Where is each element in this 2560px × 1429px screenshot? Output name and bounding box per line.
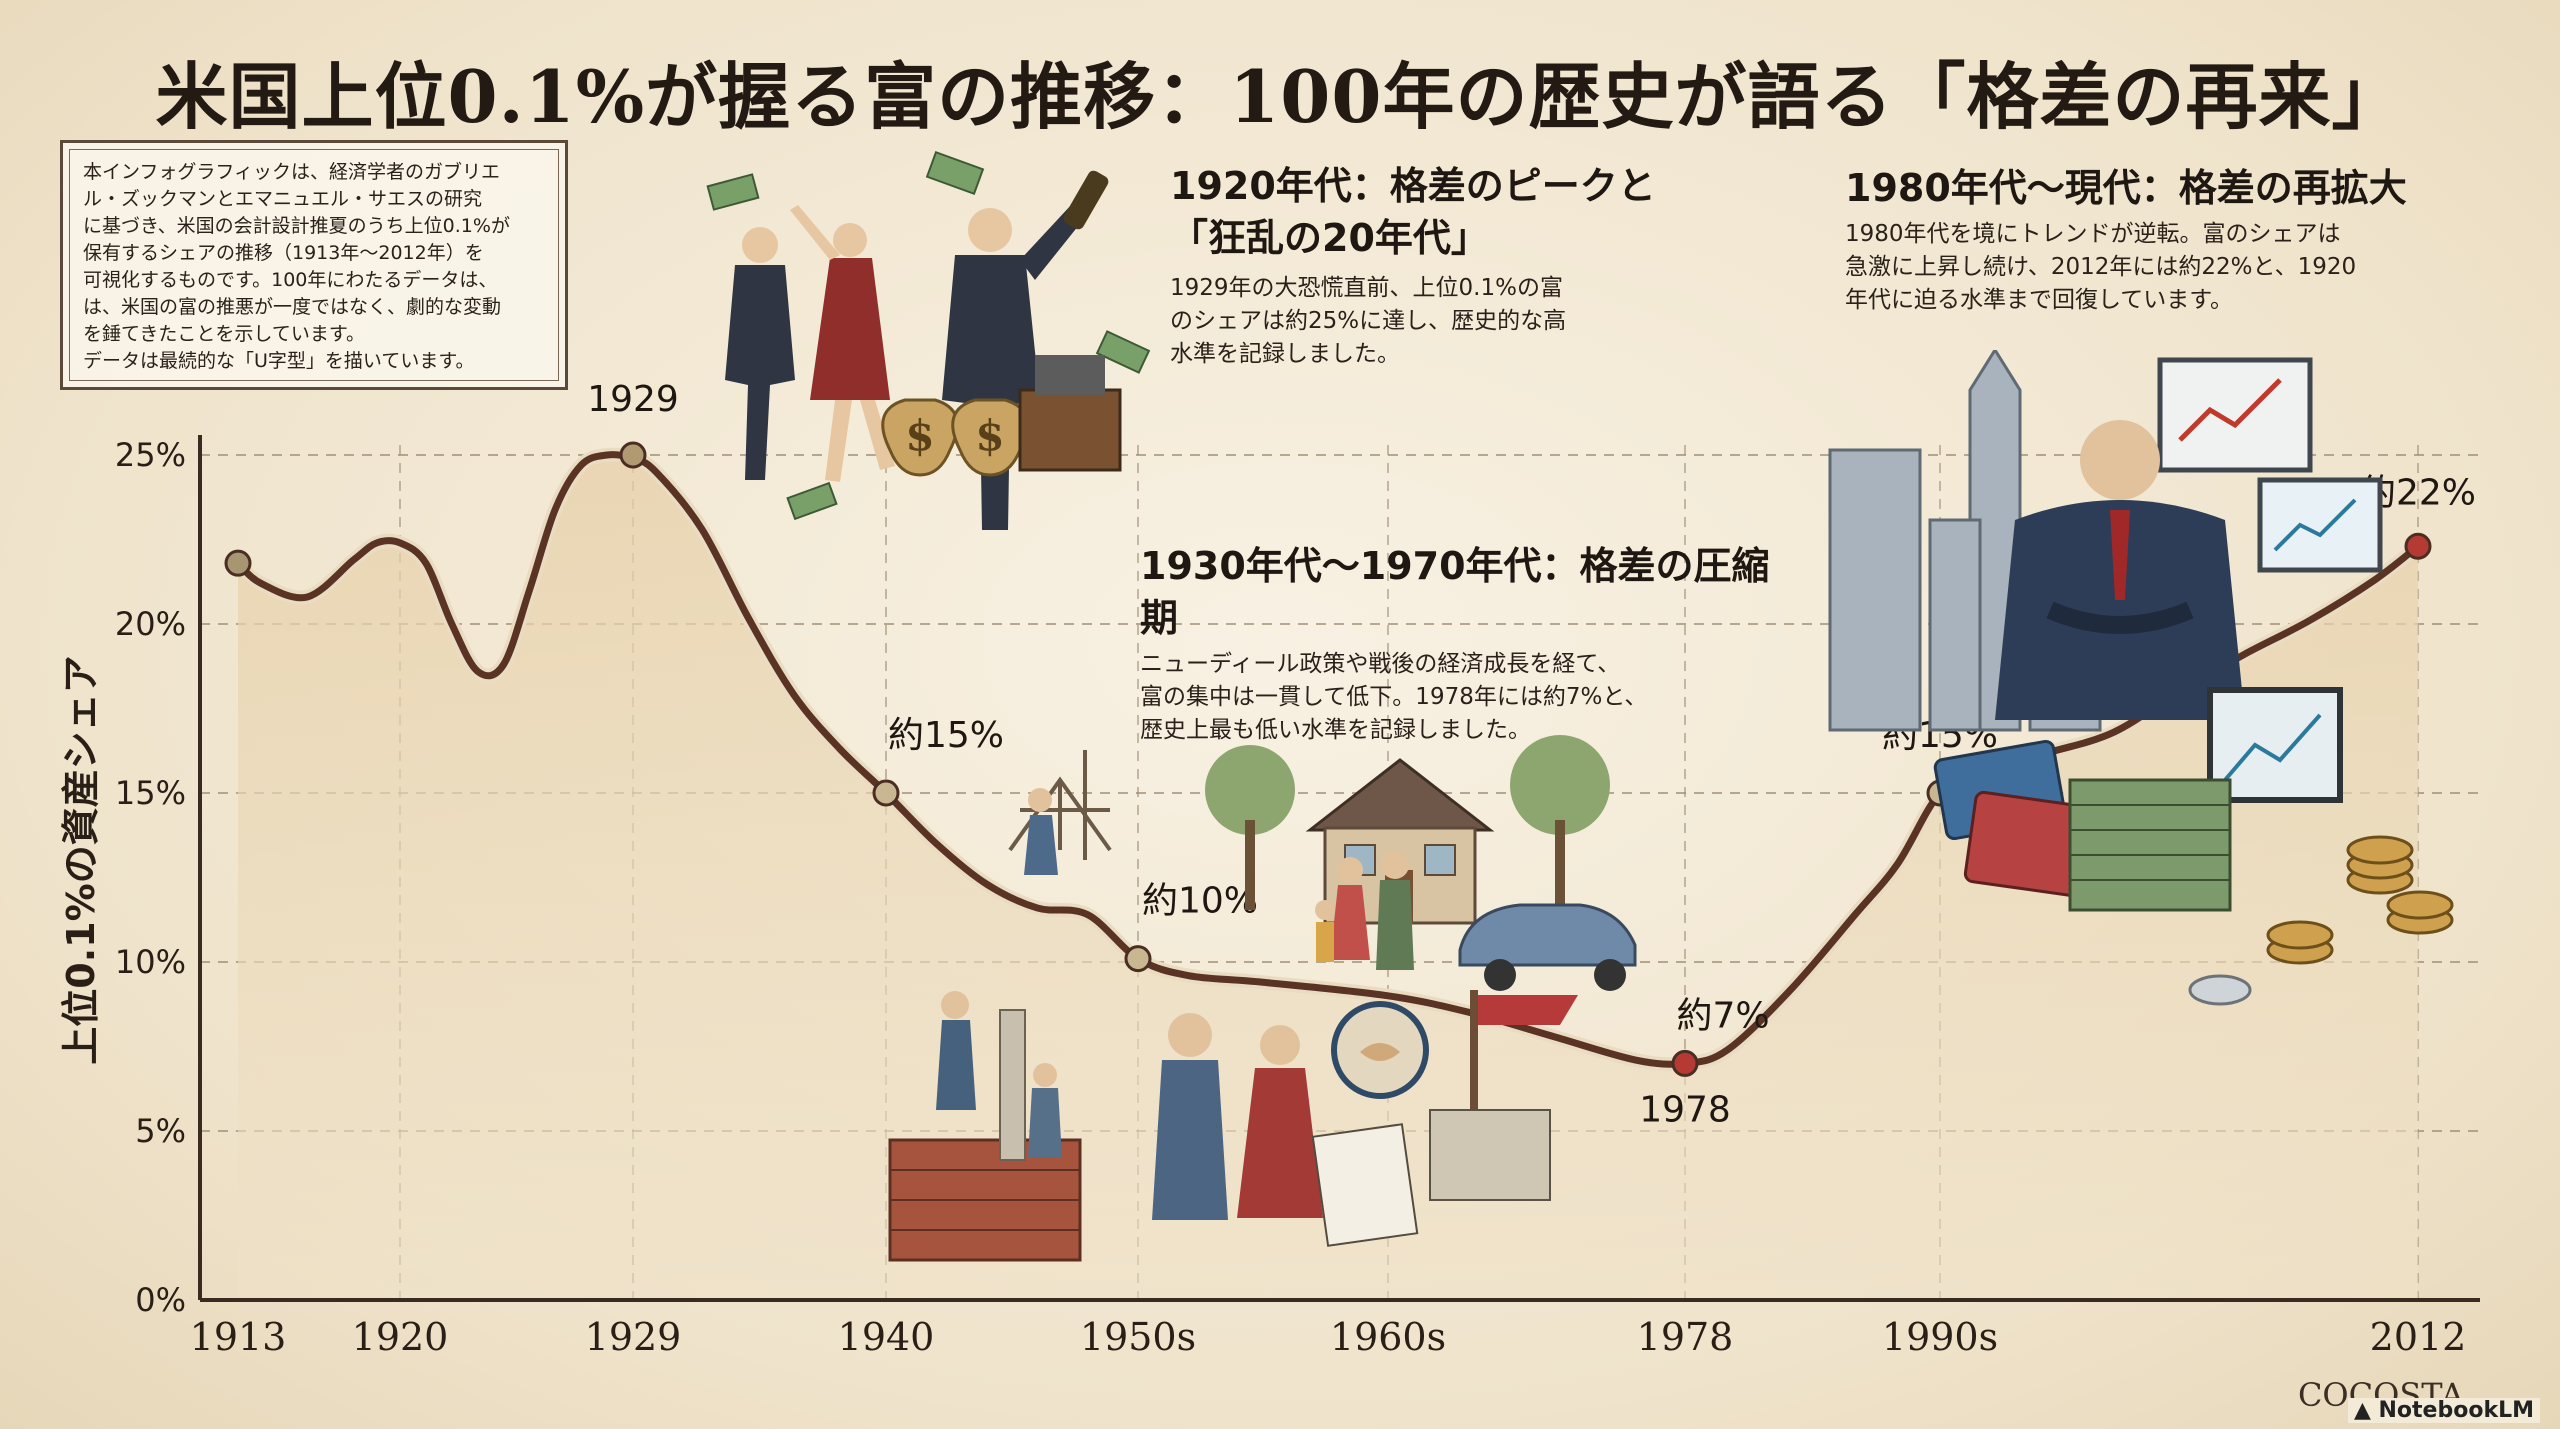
section-body-line: 急激に上昇し続け、2012年には約22%と、1920 (1845, 254, 2357, 280)
section-body-line: 年代に迫る水準まで回復しています。 (1845, 287, 2234, 313)
intro-box: 本インフォグラフィックは、経済学者のガブリエ ル・ズックマンとエマニュエル・サエ… (60, 140, 568, 390)
x-tick-label: 1960s (1330, 1315, 1446, 1359)
section-title-line: 「狂乱の20年代」 (1170, 216, 1489, 260)
intro-line: を錘てきたことを示しています。 (83, 323, 365, 345)
section-peak-title: 1920年代：格差のピークと 「狂乱の20年代」 (1170, 160, 1730, 264)
data-point-label: 約7% (1676, 995, 1769, 1036)
x-tick-label: 1920 (352, 1315, 449, 1359)
y-tick-label: 25% (115, 436, 186, 474)
area-fill (238, 454, 2418, 1300)
section-compression-body: ニューディール政策や戦後の経済成長を経て、 富の集中は一貫して低下。1978年に… (1140, 648, 1780, 747)
section-body-line: ニューディール政策や戦後の経済成長を経て、 (1140, 651, 1621, 677)
x-tick-label: 1950s (1080, 1315, 1196, 1359)
section-title-line: 1930年代～1970年代：格差の圧縮期 (1140, 544, 1770, 640)
intro-line: 可視化するものです。100年にわたるデータは、 (83, 269, 498, 291)
section-body-line: 富の集中は一貫して低下。1978年には約7%と、 (1140, 684, 1648, 710)
x-tick-label: 1978 (1637, 1315, 1734, 1359)
svg-text:$: $ (975, 411, 1004, 460)
intro-line: ル・ズックマンとエマニュエル・サエスの研究 (83, 188, 483, 210)
notebooklm-brand: ▲ NotebookLM (2347, 1398, 2540, 1423)
data-point-marker (1124, 945, 1152, 973)
x-tick-label: 1913 (190, 1315, 287, 1359)
section-reexpansion-body: 1980年代を境にトレンドが逆転。富のシェアは 急激に上昇し続け、2012年には… (1845, 218, 2485, 317)
section-compression: 1930年代～1970年代：格差の圧縮期 ニューディール政策や戦後の経済成長を経… (1140, 540, 1780, 747)
roaring-twenties-illustration: $ $ (706, 150, 1151, 530)
x-tick-label: 2012 (2370, 1315, 2467, 1359)
section-compression-title: 1930年代～1970年代：格差の圧縮期 (1140, 540, 1780, 644)
data-point-label: 約10% (1142, 881, 1258, 922)
data-point-label: 約15% (888, 715, 1004, 756)
y-axis-label: 上位0.1%の資産シェア (59, 655, 103, 1064)
data-point-marker (872, 779, 900, 807)
section-reexpansion-title: 1980年代～現代：格差の再拡大 (1845, 162, 2485, 214)
notebooklm-brand-label: NotebookLM (2378, 1398, 2534, 1423)
page-title: 米国上位0.1%が握る富の推移：100年の歴史が語る「格差の再来」 (155, 54, 2405, 139)
svg-text:$: $ (905, 411, 934, 460)
x-tick-label: 1929 (585, 1315, 682, 1359)
data-point-label-year: 1978 (1639, 1089, 1731, 1130)
section-body-line: 1929年の大恐慌直前、上位0.1%の富 (1170, 275, 1563, 301)
intro-line: 保有するシェアの推移（1913年～2012年）を (83, 242, 484, 264)
data-point-label: 1929 (587, 379, 679, 420)
data-point-marker (2404, 532, 2432, 560)
modern-finance-illustration (1828, 350, 2454, 1006)
section-title-line: 1980年代～現代：格差の再拡大 (1845, 166, 2407, 210)
section-peak-body: 1929年の大恐慌直前、上位0.1%の富 のシェアは約25%に達し、歴史的な高 … (1170, 272, 1730, 371)
intro-line: 本インフォグラフィックは、経済学者のガブリエ (83, 161, 501, 183)
x-tick-label: 1990s (1882, 1315, 1998, 1359)
x-tick-label: 1940 (838, 1315, 935, 1359)
data-point-marker (619, 441, 647, 469)
intro-text: 本インフォグラフィックは、経済学者のガブリエ ル・ズックマンとエマニュエル・サエ… (83, 159, 545, 375)
section-peak: 1920年代：格差のピークと 「狂乱の20年代」 1929年の大恐慌直前、上位0… (1170, 160, 1730, 371)
y-tick-label: 5% (135, 1112, 186, 1150)
intro-line: に基づき、米国の会計設計推夏のうち上位0.1%が (83, 215, 510, 237)
intro-line: データは最続的な「U字型」を描いています。 (83, 350, 475, 372)
y-tick-label: 10% (115, 943, 186, 981)
data-point-marker (224, 549, 252, 577)
intro-line: は、米国の富の推悪が一度ではなく、劇的な変動 (83, 296, 502, 318)
y-tick-label: 15% (115, 774, 186, 812)
data-point-marker (1671, 1049, 1699, 1077)
section-body-line: 水準を記録しました。 (1170, 341, 1400, 367)
section-title-line: 1920年代：格差のピークと (1170, 164, 1656, 208)
section-body-line: 歴史上最も低い水準を記録しました。 (1140, 717, 1531, 743)
labor-union-illustration (888, 990, 1578, 1262)
postwar-family-illustration (1008, 735, 1637, 991)
y-tick-label: 0% (135, 1281, 186, 1319)
section-body-line: のシェアは約25%に達し、歴史的な高 (1170, 308, 1567, 334)
section-body-line: 1980年代を境にトレンドが逆転。富のシェアは (1845, 221, 2341, 247)
section-reexpansion: 1980年代～現代：格差の再拡大 1980年代を境にトレンドが逆転。富のシェアは… (1845, 162, 2485, 317)
y-tick-label: 20% (115, 605, 186, 643)
